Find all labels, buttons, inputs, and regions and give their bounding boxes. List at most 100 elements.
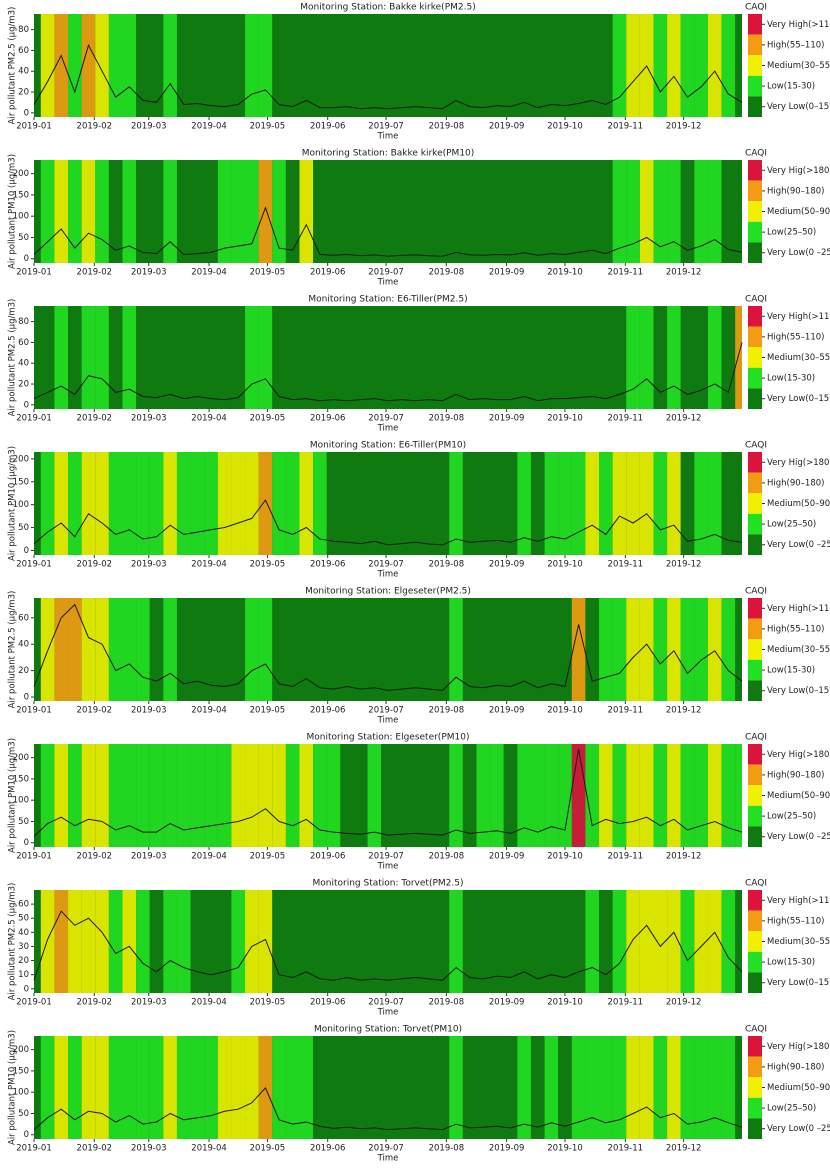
x-tick-label: 2019-04: [191, 706, 227, 716]
caqi-band: [285, 452, 300, 555]
x-tick-label: 2019-04: [191, 560, 227, 570]
caqi-band: [626, 14, 640, 117]
caqi-band: [340, 14, 354, 117]
caqi-band: [599, 160, 613, 263]
caqi-band: [204, 598, 218, 701]
x-tick-label: 2019-10: [547, 268, 583, 278]
caqi-band: [149, 14, 164, 117]
legend-swatch: [748, 34, 762, 56]
legend-label: Low(25–50): [767, 812, 816, 822]
caqi-band: [190, 160, 205, 263]
caqi-band: [149, 452, 164, 555]
legend-label: Medium(30–55): [767, 645, 830, 655]
x-tick-label: 2019-12: [666, 268, 702, 278]
legend-label: Very High(>110): [767, 312, 830, 322]
caqi-band: [639, 890, 654, 993]
caqi-band: [449, 744, 463, 847]
caqi-band: [544, 1036, 559, 1139]
caqi-band: [558, 744, 572, 847]
x-tick-label: 2019-12: [666, 998, 702, 1008]
caqi-band: [435, 744, 450, 847]
caqi-band: [326, 160, 341, 263]
caqi-band: [136, 14, 150, 117]
caqi-band: [231, 14, 246, 117]
x-tick-label: 2019-07: [368, 414, 404, 424]
caqi-band: [517, 1036, 531, 1139]
panel: Monitoring Station: E6-Tiller(PM10) 0 50 10…: [8, 441, 830, 580]
series-line: [33, 206, 743, 257]
legend-swatch: [748, 513, 762, 535]
legend-title: CAQI: [745, 733, 767, 743]
caqi-band: [530, 160, 545, 263]
x-tick-label: 2019-02: [77, 414, 113, 424]
caqi-band: [694, 1036, 708, 1139]
caqi-band: [462, 160, 477, 263]
caqi-band: [245, 890, 259, 993]
caqi-band: [81, 452, 96, 555]
caqi-band: [667, 598, 681, 701]
legend-label: High(55–110): [767, 332, 824, 342]
legend-swatch: [748, 890, 762, 911]
caqi-band: [245, 1036, 259, 1139]
caqi-band: [68, 160, 82, 263]
caqi-band: [571, 1036, 586, 1139]
legend-swatch: [748, 388, 762, 409]
caqi-band: [680, 890, 695, 993]
caqi-band: [34, 598, 41, 701]
caqi-band: [258, 14, 273, 117]
caqi-band: [258, 160, 273, 263]
caqi-band: [435, 890, 450, 993]
caqi-band: [108, 598, 123, 701]
caqi-band: [95, 160, 109, 263]
caqi-band: [353, 1036, 368, 1139]
caqi-band: [639, 452, 654, 555]
caqi-band: [626, 306, 640, 409]
caqi-band: [299, 452, 314, 555]
caqi-band: [81, 14, 96, 117]
caqi-band: [707, 14, 722, 117]
x-tick-label: 2019-11: [608, 268, 644, 278]
caqi-band: [490, 598, 504, 701]
caqi-band: [735, 890, 742, 993]
x-tick-label: 2019-11: [608, 560, 644, 570]
x-tick-label: 2019-05: [250, 122, 286, 132]
caqi-band: [476, 452, 491, 555]
caqi-band: [217, 598, 232, 701]
caqi-band: [313, 598, 327, 701]
x-tick-label: 2019-08: [429, 560, 465, 570]
caqi-band: [40, 1036, 55, 1139]
caqi-band: [503, 160, 518, 263]
caqi-band: [231, 306, 246, 409]
caqi-band: [272, 306, 286, 409]
x-tick-label: 2019-03: [131, 852, 167, 862]
caqi-band: [381, 1036, 395, 1139]
caqi-band: [721, 306, 736, 409]
caqi-band: [558, 306, 572, 409]
panel: Monitoring Station: Elgeseter(PM10) 0 50 10…: [8, 733, 830, 872]
caqi-band: [585, 744, 600, 847]
x-tick-label: 2019-03: [131, 560, 167, 570]
panel-title: Monitoring Station: Elgeseter(PM10): [307, 733, 470, 743]
caqi-band: [340, 452, 354, 555]
x-tick-label: 2019-11: [608, 1144, 644, 1154]
caqi-band: [694, 598, 708, 701]
caqi-band: [272, 452, 286, 555]
caqi-band: [612, 598, 627, 701]
caqi-band: [285, 306, 300, 409]
caqi-band: [54, 160, 69, 263]
caqi-band: [530, 1036, 545, 1139]
caqi-band: [163, 598, 177, 701]
legend-label: Low(15-30): [767, 666, 815, 676]
caqi-band: [190, 890, 205, 993]
caqi-band: [530, 452, 545, 555]
caqi-band: [599, 452, 613, 555]
caqi-band: [95, 306, 109, 409]
x-tick-label: 2019-07: [368, 706, 404, 716]
caqi-band: [490, 14, 504, 117]
y-tick-label: 60: [18, 613, 29, 623]
caqi-band: [612, 744, 627, 847]
series-line: [33, 43, 743, 110]
legend-swatch: [748, 764, 762, 786]
caqi-band: [544, 452, 559, 555]
